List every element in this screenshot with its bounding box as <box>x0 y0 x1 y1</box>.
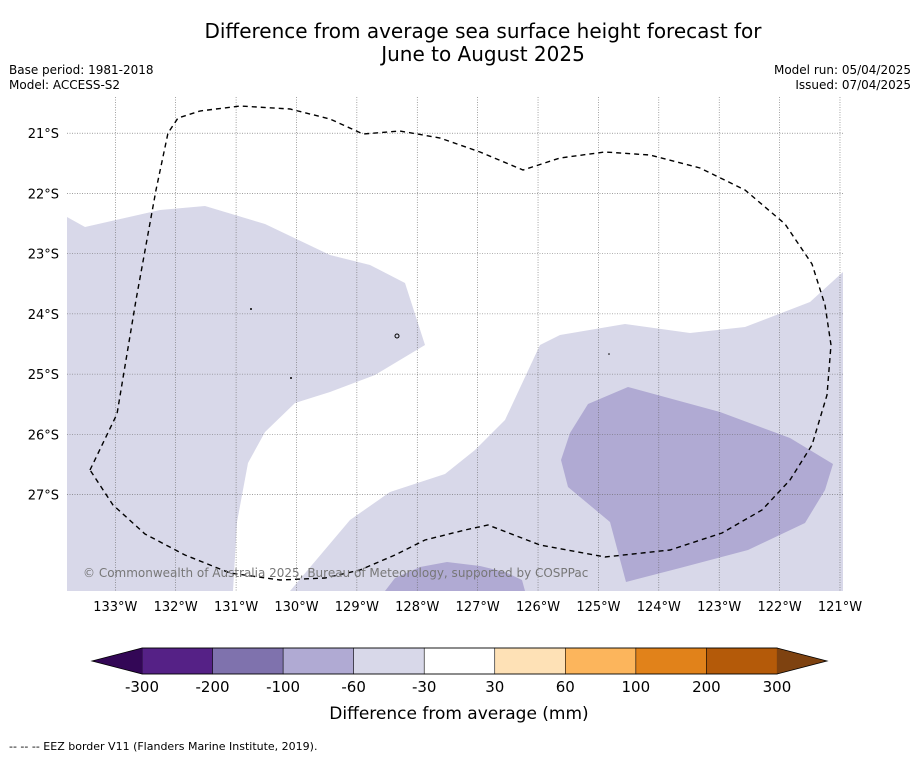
colorbar-cell <box>706 647 778 675</box>
colorbar-cell <box>564 647 637 675</box>
colorbar: -300 -200 -100 -60 -30 30 60 100 200 300 Differen… <box>90 647 829 724</box>
colorbar-cell <box>353 647 425 675</box>
longitude-tick-labels: 133°W 132°W 131°W 130°W 129°W 128°W 127°W 126°W… <box>93 600 862 615</box>
copyright-text: © Commonwealth of Australia 2025, Bureau… <box>83 566 588 580</box>
longitude-tick-label: 125°W <box>576 600 620 615</box>
colorbar-under-arrow <box>92 648 142 674</box>
colorbar-tick-label: -100 <box>266 678 300 696</box>
colorbar-tick-label: -200 <box>196 678 230 696</box>
eez-border <box>89 105 832 581</box>
colorbar-cell <box>423 647 496 675</box>
colorbar-labels: -300 -200 -100 -60 -30 30 60 100 200 300 <box>125 678 791 696</box>
latitude-tick-label: 26°S <box>28 428 59 443</box>
latitude-tick-label: 22°S <box>28 187 59 202</box>
colorbar-outline <box>90 647 829 675</box>
colorbar-tick-label: 100 <box>622 678 651 696</box>
longitude-tick-label: 129°W <box>335 600 379 615</box>
island-speck <box>290 377 292 379</box>
colorbar-tick-label: 300 <box>763 678 792 696</box>
longitude-tick-label: 131°W <box>214 600 258 615</box>
anomaly-region-medium <box>561 387 833 582</box>
latitude-tick-label: 23°S <box>28 248 59 263</box>
colorbar-cell <box>635 647 707 675</box>
latitude-tick-label: 25°S <box>28 368 59 383</box>
latitude-tick-labels: 21°S 22°S 23°S 24°S 25°S 26°S 27°S <box>28 127 59 503</box>
colorbar-tick-label: 60 <box>556 678 575 696</box>
anomaly-region-medium <box>385 562 525 591</box>
longitude-tick-label: 130°W <box>274 600 318 615</box>
island-speck <box>250 308 252 310</box>
colorbar-cell <box>282 647 355 675</box>
island-speck <box>394 333 400 339</box>
latitude-tick-label: 24°S <box>28 308 59 323</box>
island-speck <box>608 353 610 355</box>
longitude-tick-label: 127°W <box>456 600 500 615</box>
eez-legend-note: -- -- -- EEZ border V11 (Flanders Marine… <box>9 740 318 753</box>
anomaly-region-light <box>67 206 425 591</box>
colorbar-cell <box>212 647 284 675</box>
colorbar-tick-label: -30 <box>412 678 437 696</box>
longitude-tick-label: 126°W <box>516 600 560 615</box>
colorbar-cell <box>141 647 214 675</box>
meta-left: Base period: 1981-2018 Model: ACCESS-S2 <box>9 63 154 93</box>
title-line-2: June to August 2025 <box>381 42 585 66</box>
title-line-1: Difference from average sea surface heig… <box>204 19 762 43</box>
colorbar-tick-label: -300 <box>125 678 159 696</box>
longitude-tick-label: 128°W <box>395 600 439 615</box>
model-run: Model run: 05/04/2025 <box>773 63 911 77</box>
colorbar-over-arrow <box>777 648 827 674</box>
colorbar-tick-label: 30 <box>485 678 504 696</box>
latitude-tick-label: 21°S <box>28 127 59 142</box>
colorbar-tick-label: -60 <box>341 678 366 696</box>
longitude-tick-label: 124°W <box>637 600 681 615</box>
chart-title: Difference from average sea surface heig… <box>0 20 919 66</box>
meta-right: Model run: 05/04/2025 Issued: 07/04/2025 <box>774 63 911 93</box>
longitude-tick-label: 121°W <box>818 600 862 615</box>
map-panel: © Commonwealth of Australia 2025, Bureau… <box>28 97 862 615</box>
colorbar-tick-label: 200 <box>692 678 721 696</box>
base-period: Base period: 1981-2018 <box>9 63 154 77</box>
longitude-tick-label: 123°W <box>697 600 741 615</box>
gridlines <box>67 97 843 591</box>
longitude-tick-label: 122°W <box>758 600 802 615</box>
model-name: Model: ACCESS-S2 <box>9 78 121 92</box>
longitude-tick-label: 133°W <box>93 600 137 615</box>
latitude-tick-label: 27°S <box>28 489 59 504</box>
colorbar-title: Difference from average (mm) <box>329 704 588 724</box>
colorbar-cell <box>494 647 566 675</box>
issued-date: Issued: 07/04/2025 <box>795 78 911 92</box>
longitude-tick-label: 132°W <box>154 600 198 615</box>
